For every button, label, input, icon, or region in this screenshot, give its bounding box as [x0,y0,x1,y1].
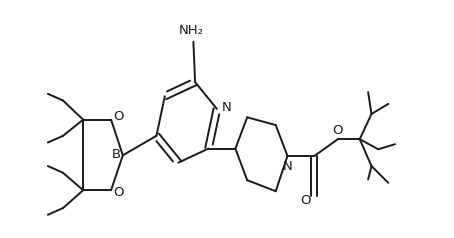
Text: O: O [113,186,123,199]
Text: B: B [112,148,121,161]
Text: O: O [332,124,342,137]
Text: NH₂: NH₂ [179,25,204,37]
Text: O: O [301,194,311,207]
Text: N: N [222,101,231,114]
Text: O: O [113,110,123,124]
Text: N: N [282,159,292,173]
